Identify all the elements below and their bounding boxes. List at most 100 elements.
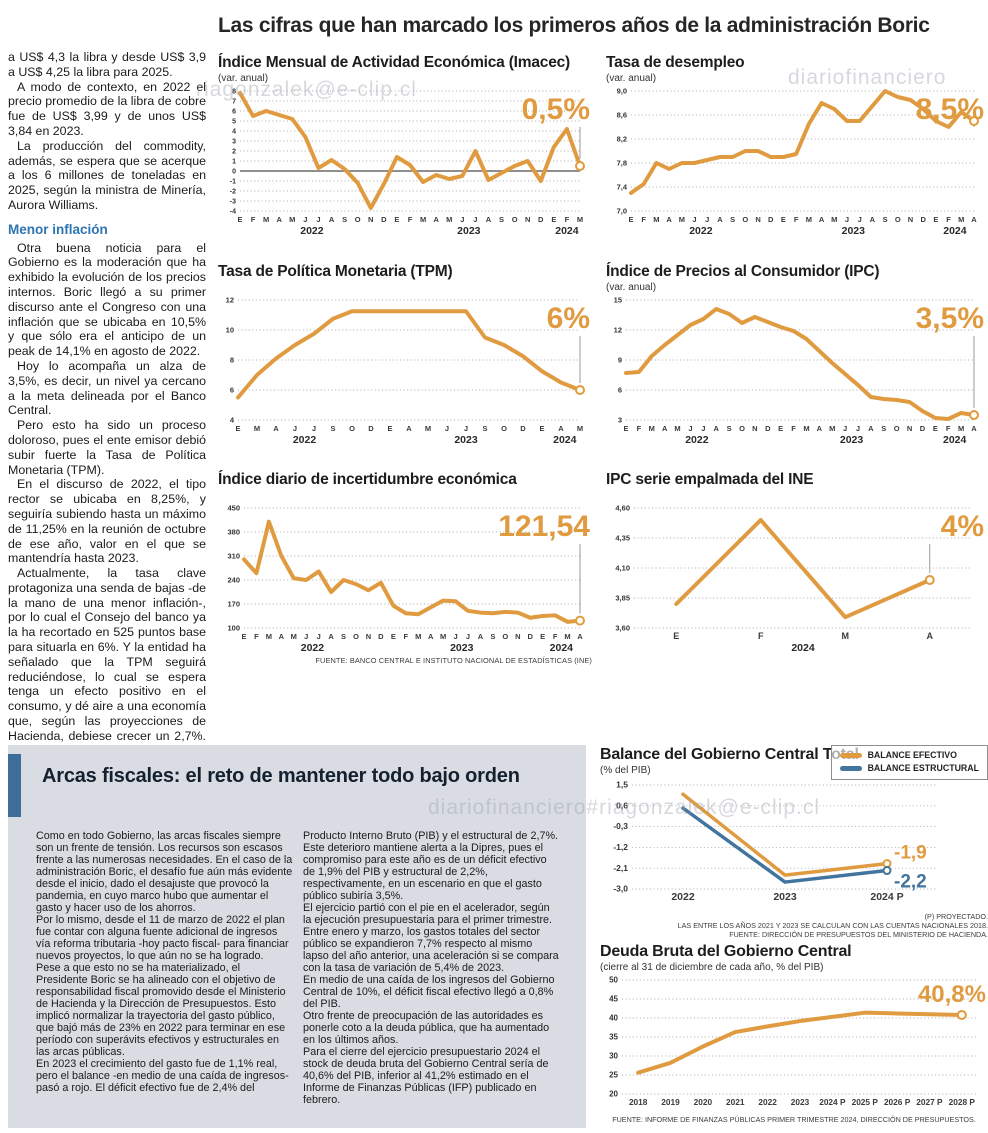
svg-text:O: O (349, 424, 355, 433)
chart-legend: BALANCE EFECTIVO BALANCE ESTRUCTURAL (830, 745, 988, 780)
svg-text:-3: -3 (230, 199, 236, 206)
svg-text:A: A (277, 215, 283, 224)
article-paragraph: Hoy lo acompaña un alza de 3,5%, es deci… (8, 358, 206, 418)
chart-plot: 4,60 4,35 4,10 3,85 3,60 E F M A 2024 4% (606, 502, 986, 654)
svg-text:D: D (920, 424, 926, 433)
article-paragraph: La producción del commodity, además, se … (8, 138, 206, 212)
svg-text:A: A (817, 424, 823, 433)
svg-text:10: 10 (226, 326, 234, 335)
chart-footnotes: (P) PROYECTADO. LAS ENTRE LOS AÑOS 2021 … (677, 912, 988, 939)
legend-item: BALANCE EFECTIVO (839, 749, 979, 762)
svg-text:M: M (649, 424, 655, 433)
chart-source: FUENTE: INFORME DE FINANZAS PÚBLICAS PRI… (612, 1115, 976, 1124)
svg-text:-2,1: -2,1 (613, 863, 628, 873)
svg-text:J: J (688, 424, 692, 433)
svg-text:E: E (540, 632, 545, 641)
arcas-paragraph: El ejercicio partió con el pie en el ace… (303, 902, 559, 974)
svg-text:D: D (378, 632, 384, 641)
svg-text:8: 8 (232, 89, 236, 96)
chart-title: Balance del Gobierno Central Total (600, 746, 859, 763)
svg-text:M: M (415, 632, 421, 641)
svg-text:3,60: 3,60 (615, 624, 630, 633)
headline-accent-bar (8, 754, 21, 817)
chart-subtitle (218, 489, 592, 502)
svg-text:170: 170 (227, 600, 240, 609)
svg-text:-2: -2 (230, 189, 236, 196)
svg-text:F: F (791, 424, 796, 433)
svg-text:8,6: 8,6 (617, 111, 627, 120)
svg-text:9,0: 9,0 (617, 87, 627, 96)
chart-plot: 12 10 8 6 4 E M A J J S O D E A M J J S O D E A M 2022 2023 2024 6% (218, 294, 592, 446)
svg-text:2025 P: 2025 P (852, 1097, 879, 1107)
svg-text:30: 30 (609, 1052, 618, 1061)
chart-subtitle: (var. anual) (218, 73, 269, 84)
svg-text:3: 3 (618, 416, 622, 425)
svg-text:2022: 2022 (758, 1097, 777, 1107)
svg-text:4: 4 (230, 416, 235, 425)
svg-text:D: D (528, 632, 534, 641)
article-paragraph: a US$ 4,3 la libra y desde US$ 3,9 a US$… (8, 50, 206, 79)
svg-text:J: J (701, 424, 705, 433)
svg-text:M: M (806, 215, 812, 224)
article-paragraph: Otra buena noticia para el Gobierno es l… (8, 240, 206, 359)
svg-text:O: O (355, 215, 361, 224)
svg-text:A: A (328, 632, 334, 641)
chart-title: Índice diario de incertidumbre económica (218, 471, 517, 488)
svg-text:M: M (958, 215, 964, 224)
chart-deuda: Deuda Bruta del Gobierno Central (cierre… (600, 942, 988, 1124)
arcas-paragraph: Por lo mismo, desde el 11 de marzo de 20… (36, 914, 289, 962)
svg-text:M: M (577, 424, 583, 433)
svg-text:20: 20 (609, 1090, 618, 1099)
svg-text:M: M (831, 215, 837, 224)
legend-item: BALANCE ESTRUCTURAL (839, 762, 979, 775)
svg-text:A: A (868, 424, 874, 433)
svg-text:D: D (520, 424, 526, 433)
svg-text:M: M (679, 215, 685, 224)
svg-text:40: 40 (609, 1014, 618, 1023)
chart-subtitle (218, 281, 592, 294)
svg-text:E: E (551, 215, 556, 224)
svg-text:7,0: 7,0 (617, 207, 627, 216)
svg-text:O: O (894, 424, 900, 433)
article-paragraph: Pero esto ha sido un proceso doloroso, p… (8, 418, 206, 477)
arcas-paragraph: En 2023 el crecimiento del gasto fue de … (36, 1058, 289, 1094)
svg-text:A: A (971, 424, 977, 433)
chart-subtitle (606, 489, 986, 502)
svg-text:E: E (781, 215, 786, 224)
svg-text:2022: 2022 (685, 434, 709, 446)
svg-text:J: J (317, 632, 321, 641)
page-title: Las cifras que han marcado los primeros … (218, 14, 930, 37)
svg-text:2022: 2022 (301, 642, 325, 654)
svg-text:M: M (958, 424, 964, 433)
chart-plot: 8 7 6 5 4 3 2 1 0 -1 -2 -3 -4 E F M A M J J A S O N D E F M A M J J A S O N… (218, 85, 592, 237)
svg-text:2024: 2024 (943, 434, 967, 446)
svg-text:D: D (381, 215, 387, 224)
svg-text:F: F (946, 215, 951, 224)
svg-text:J: J (304, 632, 308, 641)
svg-text:A: A (662, 424, 668, 433)
svg-text:F: F (794, 215, 799, 224)
svg-text:N: N (368, 215, 373, 224)
svg-text:E: E (673, 631, 679, 641)
svg-text:E: E (235, 424, 240, 433)
svg-text:F: F (403, 632, 408, 641)
svg-text:6: 6 (232, 109, 236, 116)
svg-text:9: 9 (618, 356, 622, 365)
svg-text:4%: 4% (941, 510, 984, 543)
svg-text:2024: 2024 (553, 434, 577, 446)
svg-text:5: 5 (232, 119, 236, 126)
svg-text:E: E (387, 424, 392, 433)
svg-text:A: A (428, 632, 434, 641)
svg-text:6%: 6% (547, 302, 590, 335)
svg-text:E: E (778, 424, 783, 433)
chart-subtitle: (var. anual) (606, 73, 657, 84)
svg-text:O: O (353, 632, 359, 641)
svg-text:A: A (870, 215, 876, 224)
svg-text:J: J (312, 424, 316, 433)
svg-text:35: 35 (609, 1033, 618, 1042)
svg-text:7: 7 (232, 99, 236, 106)
svg-text:6: 6 (618, 386, 622, 395)
chart-plot: 9,0 8,6 8,2 7,8 7,4 7,0 E F M A M J J A S O N D E F M A M J J A S O… (606, 85, 986, 237)
arcas-column-1: Como en todo Gobierno, las arcas fiscale… (36, 830, 294, 1094)
svg-text:J: J (293, 424, 297, 433)
